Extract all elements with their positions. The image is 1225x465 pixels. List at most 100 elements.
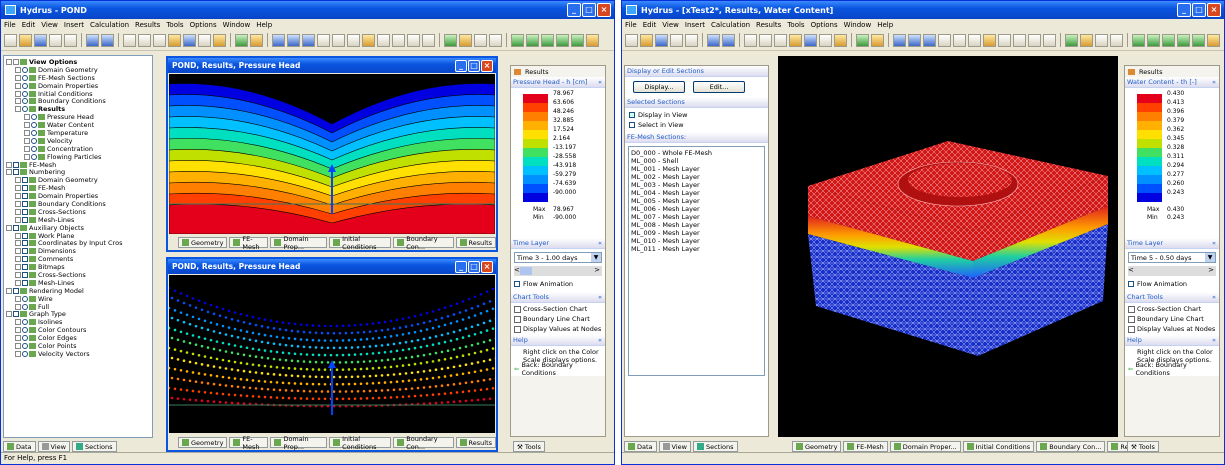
expand-icon[interactable]	[24, 145, 30, 152]
solid-icon[interactable]	[1043, 33, 1056, 47]
radio[interactable]	[22, 82, 28, 89]
checkbox[interactable]	[13, 287, 19, 294]
menu-file[interactable]: File	[625, 20, 637, 29]
display-in-view-checkbox[interactable]	[629, 112, 635, 118]
save-icon[interactable]	[34, 33, 47, 47]
checkbox[interactable]	[22, 264, 28, 271]
tree-item[interactable]: View Options	[6, 58, 152, 66]
view-tab[interactable]: Boundary Con...	[393, 235, 454, 251]
select-in-view-checkbox[interactable]	[629, 122, 635, 128]
zoom-in-icon[interactable]	[287, 33, 300, 47]
zoom-in-icon[interactable]	[908, 33, 921, 47]
checkbox[interactable]	[22, 193, 28, 200]
section-icon[interactable]	[1080, 33, 1093, 47]
tree-item[interactable]: Dimensions	[6, 247, 152, 255]
tree-item[interactable]: Mesh-Lines	[6, 279, 152, 287]
checkbox[interactable]	[13, 224, 19, 231]
chart-tool-item[interactable]: Display Values at Nodes	[1128, 324, 1216, 334]
domain-icon[interactable]	[1162, 33, 1175, 47]
select-icon[interactable]	[804, 33, 817, 47]
tree-item[interactable]: Cross-Sections	[6, 208, 152, 216]
menu-help[interactable]: Help	[256, 20, 273, 29]
checkbox[interactable]	[22, 240, 28, 247]
expand-icon[interactable]	[15, 82, 21, 89]
radio[interactable]	[31, 145, 37, 152]
child-title-bar-top[interactable]: POND, Results, Pressure Head _ □ ×	[168, 58, 496, 73]
tree-item[interactable]: Pressure Head	[6, 113, 152, 121]
expand-icon[interactable]	[24, 137, 30, 144]
view-icon[interactable]	[86, 33, 99, 47]
minimize-button[interactable]: _	[567, 3, 581, 17]
rotate-icon[interactable]	[953, 33, 966, 47]
expand-icon[interactable]	[15, 327, 21, 334]
menu-results[interactable]: Results	[135, 20, 161, 29]
boundary-icon[interactable]	[1192, 33, 1205, 47]
expand-icon[interactable]	[15, 90, 21, 97]
rotate-icon[interactable]	[332, 33, 345, 47]
expand-icon[interactable]	[15, 256, 21, 263]
results-icon[interactable]	[586, 33, 599, 47]
expand-icon[interactable]	[6, 224, 12, 231]
radio[interactable]	[31, 129, 37, 136]
time-layer-select[interactable]: Time 5 - 0.50 days ▼	[1128, 252, 1216, 263]
expand-icon[interactable]	[15, 248, 21, 255]
section-list-item[interactable]: ML_002 - Mesh Layer	[631, 173, 700, 181]
back-link[interactable]: ⇐ Back: Boundary Conditions	[514, 361, 573, 377]
tree-item[interactable]: Wire	[6, 295, 152, 303]
tree-item[interactable]: Water Content	[6, 121, 152, 129]
initial-icon[interactable]	[1177, 33, 1190, 47]
view-tab[interactable]: Initial Conditions	[962, 441, 1035, 452]
right-title-bar[interactable]: Hydrus - [xTest2*, Results, Water Conten…	[622, 1, 1224, 19]
radio[interactable]	[31, 153, 37, 160]
checkbox[interactable]	[13, 169, 19, 176]
tree-item[interactable]: Work Plane	[6, 232, 152, 240]
time-layer-select[interactable]: Time 3 - 1.00 days ▼	[514, 252, 602, 263]
tree-item[interactable]: Auxiliary Objects	[6, 224, 152, 232]
expand-icon[interactable]	[15, 303, 21, 310]
results-icon[interactable]	[1207, 33, 1220, 47]
help-header[interactable]: Help «	[1125, 335, 1219, 346]
pan-icon[interactable]	[347, 33, 360, 47]
tab-data[interactable]: Data	[624, 441, 657, 452]
expand-icon[interactable]	[15, 74, 21, 81]
radio[interactable]	[22, 343, 28, 349]
expand-icon[interactable]	[24, 153, 30, 160]
tree-item[interactable]: Domain Geometry	[6, 176, 152, 184]
menu-insert[interactable]: Insert	[63, 20, 84, 29]
color-scale-legend[interactable]: 0.430 0.413 0.396 0.379 0.362 0.345 0.328 0.311…	[1125, 88, 1219, 238]
table-icon[interactable]	[670, 33, 683, 47]
checkbox[interactable]	[13, 161, 19, 168]
chart-icon[interactable]	[474, 33, 487, 47]
expand-icon[interactable]	[15, 319, 21, 326]
tab-sections[interactable]: Sections	[692, 441, 738, 452]
chart-tools-header[interactable]: Chart Tools «	[511, 292, 605, 303]
left-title-bar[interactable]: Hydrus - POND _ □ ×	[1, 1, 614, 19]
tree-item[interactable]: Graph Type	[6, 310, 152, 318]
view-tab[interactable]: Initial Conditions	[329, 435, 392, 451]
tree-item[interactable]: Bitmaps	[6, 263, 152, 271]
radio[interactable]	[22, 66, 28, 73]
paste-icon[interactable]	[774, 33, 787, 47]
tree-item[interactable]: Temperature	[6, 129, 152, 137]
menu-tools[interactable]: Tools	[166, 20, 184, 29]
legend-header[interactable]: Pressure Head - h [cm] «	[511, 77, 605, 88]
chart-tool-item[interactable]: Cross-Section Chart	[1128, 304, 1216, 314]
view-tab[interactable]: Geometry	[792, 441, 842, 452]
edit-button[interactable]: Edit...	[693, 81, 745, 93]
display-button[interactable]: Display...	[633, 81, 685, 93]
minimize-button[interactable]: _	[455, 60, 467, 72]
tree-item[interactable]: Cross-Sections	[6, 271, 152, 279]
print-icon[interactable]	[685, 33, 698, 47]
section-list-item[interactable]: ML_005 - Mesh Layer	[631, 197, 700, 205]
view-tab[interactable]: Results	[455, 437, 497, 448]
legend-header[interactable]: Water Content - th [-] «	[1125, 77, 1219, 88]
expand-icon[interactable]	[15, 240, 21, 247]
tree-item[interactable]: Domain Properties	[6, 192, 152, 200]
tree-item[interactable]: Boundary Conditions	[6, 97, 152, 105]
radio[interactable]	[22, 74, 28, 81]
time-slider[interactable]: < >	[514, 266, 602, 276]
mesh-icon[interactable]	[235, 33, 248, 47]
rect-icon[interactable]	[213, 33, 226, 47]
tree-item[interactable]: Rendering Model	[6, 287, 152, 295]
pressure-mesh-plot[interactable]	[169, 275, 495, 433]
